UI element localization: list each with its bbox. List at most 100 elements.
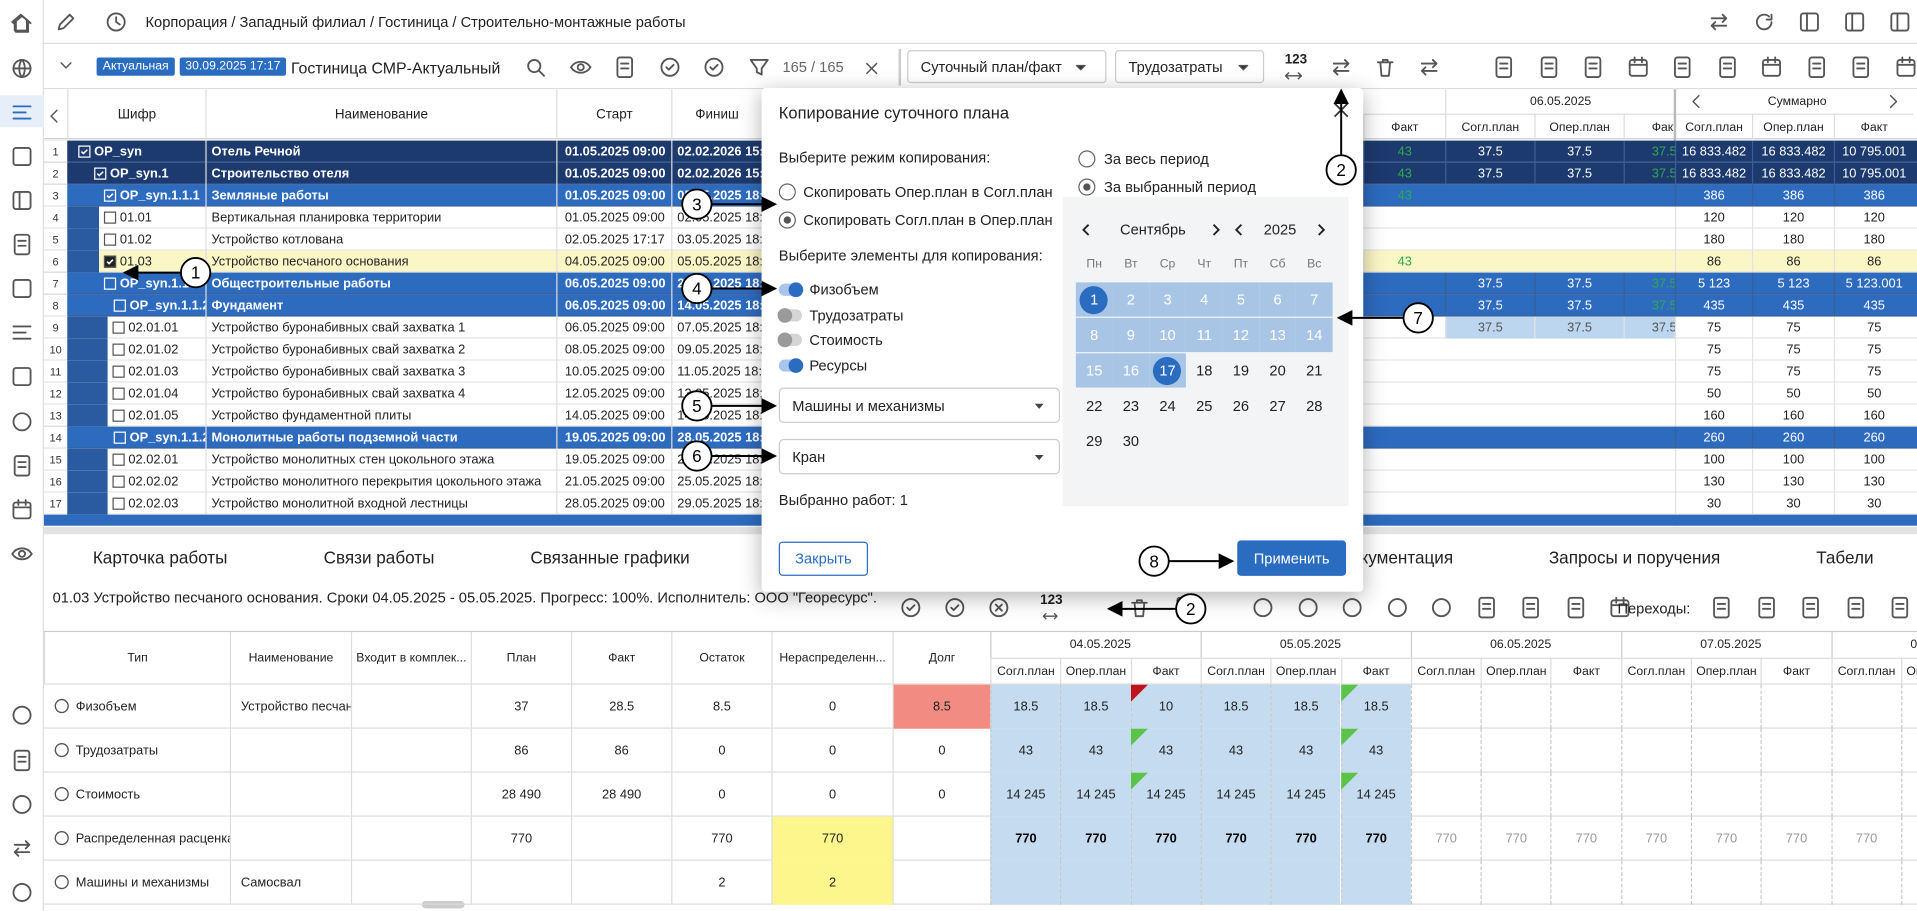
calendar-day[interactable]: 26 [1232, 397, 1250, 415]
bottom-icon[interactable] [1798, 595, 1822, 619]
top-icon[interactable] [1842, 10, 1866, 34]
calendar-day[interactable]: 28 [1306, 397, 1323, 415]
calendar-day[interactable]: 2 [1126, 290, 1135, 309]
checkbox[interactable] [94, 167, 107, 180]
calendar-day[interactable]: 19 [1232, 361, 1250, 379]
mode-radio[interactable] [778, 211, 796, 229]
calendar-year[interactable]: 2025 [1263, 221, 1297, 239]
toolbar-icon[interactable] [1759, 55, 1783, 79]
calendar-nav[interactable] [1312, 221, 1329, 238]
toolbar-icon[interactable] [1536, 55, 1560, 79]
clear-filter[interactable] [862, 59, 882, 79]
calendar-day[interactable]: 4 [1200, 290, 1209, 309]
tab[interactable]: Связи работы [323, 547, 435, 568]
sidebar-icon[interactable] [10, 320, 34, 344]
toolbar-icon[interactable] [1893, 55, 1917, 79]
checkbox[interactable] [113, 431, 126, 444]
calendar-day[interactable]: 29 [1086, 432, 1103, 450]
calendar-day[interactable]: 15 [1086, 361, 1103, 379]
calendar-day[interactable]: 13 [1269, 326, 1286, 344]
checkbox[interactable] [112, 321, 125, 334]
checkbox[interactable] [112, 453, 125, 466]
close-button[interactable]: Закрыть [778, 541, 869, 576]
sidebar-icon[interactable] [10, 144, 34, 168]
edit-icon[interactable] [54, 10, 78, 34]
toolbar-icon[interactable] [1715, 55, 1739, 79]
apply-button[interactable]: Применить [1237, 540, 1347, 576]
element-option[interactable]: Ресурсы [809, 356, 868, 374]
bottom-icon[interactable] [1295, 595, 1319, 619]
bottom-icon[interactable] [899, 595, 923, 619]
mode-radio[interactable] [778, 183, 796, 201]
toolbar-icon[interactable] [1329, 55, 1353, 79]
calendar-day[interactable]: 11 [1196, 326, 1212, 344]
calendar-day[interactable]: 24 [1159, 397, 1176, 415]
sidebar-icon[interactable] [10, 836, 34, 860]
calendar-day[interactable]: 12 [1232, 326, 1250, 344]
bottom-icon[interactable] [1340, 595, 1364, 619]
bottom-icon[interactable] [1843, 595, 1867, 619]
sidebar-icon[interactable] [10, 56, 34, 80]
sidebar-icon[interactable] [10, 232, 34, 256]
bottom-icon[interactable] [1754, 595, 1778, 619]
toolbar-icon[interactable] [1417, 55, 1441, 79]
toggle[interactable] [778, 357, 804, 373]
checkbox[interactable] [112, 343, 125, 356]
calendar-day[interactable]: 27 [1269, 397, 1286, 415]
toggle[interactable] [777, 332, 803, 348]
top-icon[interactable] [1797, 10, 1821, 34]
checkbox[interactable] [113, 299, 126, 312]
toolbar-icon[interactable] [1581, 55, 1605, 79]
checkbox[interactable] [103, 233, 117, 246]
bottom-icon[interactable] [1709, 595, 1733, 619]
sidebar-icon[interactable] [10, 498, 34, 522]
toolbar-icon[interactable] [1804, 55, 1828, 79]
bottom-icon[interactable] [1429, 595, 1453, 619]
checkbox[interactable] [112, 365, 125, 378]
calendar-day[interactable]: 9 [1126, 326, 1135, 344]
collapse-icon[interactable] [56, 55, 76, 75]
bottom-icon[interactable] [1474, 595, 1498, 619]
calendar-day[interactable]: 1 [1090, 290, 1099, 309]
toolbar-icon[interactable] [1625, 55, 1649, 79]
element-option[interactable]: Стоимость [809, 331, 883, 349]
select[interactable]: Кран [778, 438, 1060, 475]
calendar-day[interactable]: 7 [1310, 290, 1319, 309]
calendar-day[interactable]: 21 [1306, 361, 1323, 379]
calendar-day[interactable]: 5 [1236, 290, 1246, 309]
grid-collapse[interactable] [45, 106, 65, 126]
digits-label[interactable]: 123 [1284, 51, 1308, 67]
bottom-icon[interactable] [1888, 595, 1912, 619]
bottom-icon[interactable] [1251, 595, 1275, 619]
checkbox[interactable] [78, 145, 91, 158]
calendar-day[interactable]: 16 [1122, 361, 1140, 379]
tab[interactable]: Табели [1816, 547, 1874, 568]
toggle[interactable] [778, 282, 804, 298]
bottom-icon[interactable] [943, 595, 967, 619]
period-option[interactable]: За весь период [1103, 150, 1209, 168]
sidebar-icon[interactable] [10, 542, 34, 566]
checkbox[interactable] [103, 255, 117, 268]
element-option[interactable]: Физобъем [809, 281, 879, 299]
calendar-day[interactable]: 8 [1090, 326, 1099, 344]
period-radio[interactable] [1078, 150, 1096, 168]
measure-select[interactable]: Трудозатраты [1114, 50, 1265, 84]
top-icon[interactable] [1707, 10, 1731, 34]
toolbar-icon[interactable] [613, 55, 637, 79]
toolbar-icon[interactable] [1373, 55, 1397, 79]
calendar-day[interactable]: 17 [1159, 361, 1176, 379]
calendar-day[interactable]: 3 [1163, 290, 1172, 309]
sidebar-icon[interactable] [10, 703, 34, 727]
toolbar-icon[interactable] [1492, 55, 1516, 79]
calendar-day[interactable]: 23 [1122, 397, 1140, 415]
calendar-day[interactable]: 6 [1273, 290, 1282, 309]
toolbar-icon[interactable] [523, 55, 547, 79]
checkbox[interactable] [103, 211, 117, 224]
sidebar-icon[interactable] [10, 188, 34, 212]
toggle[interactable] [777, 307, 803, 323]
mode-option[interactable]: Скопировать Согл.план в Опер.план [803, 211, 1053, 229]
toolbar-icon[interactable] [746, 55, 770, 79]
bottom-icon[interactable] [987, 595, 1011, 619]
tab[interactable]: Связанные графики [530, 547, 690, 568]
checkbox[interactable] [103, 189, 117, 202]
